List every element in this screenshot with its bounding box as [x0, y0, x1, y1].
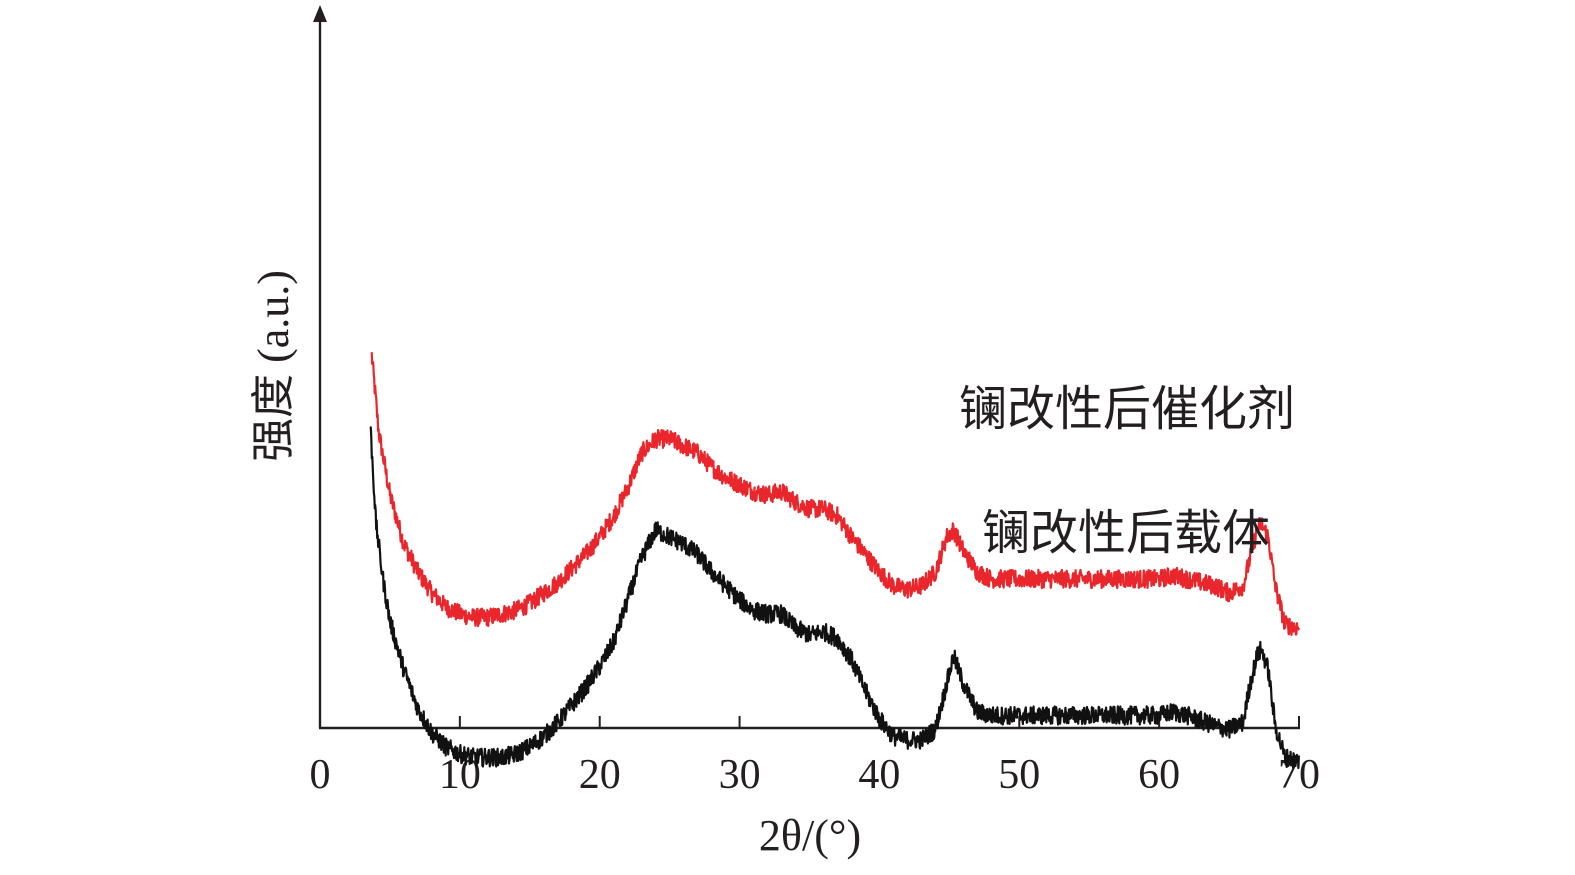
- x-tick-label: 30: [719, 752, 761, 798]
- y-axis-title: 强度 (a.u.): [249, 270, 298, 462]
- y-axis-arrow: [313, 5, 327, 22]
- x-tick-label: 20: [579, 752, 621, 798]
- x-tick-label: 10: [439, 752, 481, 798]
- axes: [313, 5, 1300, 730]
- series-label-catalyst: 镧改性后催化剂: [959, 381, 1295, 437]
- x-tick-label: 60: [1138, 752, 1180, 798]
- x-tick-label: 40: [858, 752, 900, 798]
- series-line-catalyst: [370, 352, 1300, 636]
- x-tick-label: 0: [310, 752, 331, 798]
- x-axis-title: 2θ/(°): [759, 811, 861, 860]
- series-layer: [369, 352, 1300, 770]
- x-tick-label: 50: [998, 752, 1040, 798]
- series-label-support: 镧改性后载体: [982, 505, 1270, 561]
- series-line-support: [369, 426, 1300, 770]
